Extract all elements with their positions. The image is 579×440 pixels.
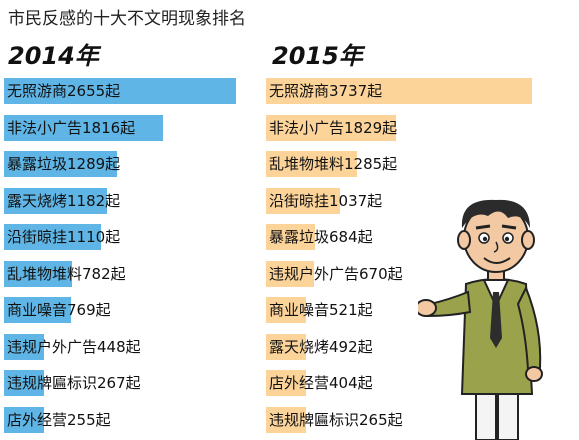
bar-2015-6	[266, 261, 314, 287]
bar-label-2015-5: 暴露垃圾684起	[269, 228, 373, 246]
chart-title: 市民反感的十大不文明现象排名	[8, 9, 246, 29]
bar-2014-4	[4, 188, 107, 214]
bar-label-2015-2: 非法小广告1829起	[269, 119, 398, 137]
bar-label-2014-1: 无照游商2655起	[7, 82, 121, 100]
bar-2014-2	[4, 115, 163, 141]
bar-2014-3	[4, 151, 117, 177]
bar-label-2014-4: 露天烧烤1182起	[7, 192, 121, 210]
bar-label-2015-8: 露天烧烤492起	[269, 338, 373, 356]
bar-2015-2	[266, 115, 396, 141]
cartoon-man-illustration	[418, 199, 543, 440]
bar-label-2014-9: 违规牌匾标识267起	[7, 374, 141, 392]
bar-2014-1	[4, 78, 236, 104]
bar-2014-8	[4, 334, 44, 360]
bar-2014-9	[4, 370, 44, 396]
bar-label-2014-8: 违规户外广告448起	[7, 338, 141, 356]
bar-2015-4	[266, 188, 340, 214]
bar-2015-9	[266, 370, 306, 396]
bar-label-2014-6: 乱堆物堆料782起	[7, 265, 126, 283]
bar-2015-7	[266, 297, 306, 323]
bar-2015-1	[266, 78, 532, 104]
bar-label-2015-6: 违规户外广告670起	[269, 265, 403, 283]
bar-2014-5	[4, 224, 101, 250]
bar-2014-6	[4, 261, 72, 287]
bar-label-2014-10: 店外经营255起	[7, 411, 111, 429]
bar-2015-3	[266, 151, 357, 177]
bar-label-2014-5: 沿街晾挂1110起	[7, 228, 121, 246]
bar-label-2015-4: 沿街晾挂1037起	[269, 192, 383, 210]
bar-2014-7	[4, 297, 71, 323]
panel-2015-year: 2015年	[272, 42, 363, 70]
bar-label-2015-3: 乱堆物堆料1285起	[269, 155, 398, 173]
bar-2015-5	[266, 224, 315, 250]
bar-label-2015-7: 商业噪音521起	[269, 301, 373, 319]
bar-label-2015-9: 店外经营404起	[269, 374, 373, 392]
bar-label-2015-10: 违规牌匾标识265起	[269, 411, 403, 429]
bar-label-2015-1: 无照游商3737起	[269, 82, 383, 100]
bar-label-2014-3: 暴露垃圾1289起	[7, 155, 121, 173]
bar-label-2014-2: 非法小广告1816起	[7, 119, 136, 137]
bar-label-2014-7: 商业噪音769起	[7, 301, 111, 319]
bar-2015-8	[266, 334, 306, 360]
panel-2014-year: 2014年	[8, 42, 99, 70]
bar-2014-10	[4, 407, 44, 433]
bar-2015-10	[266, 407, 306, 433]
